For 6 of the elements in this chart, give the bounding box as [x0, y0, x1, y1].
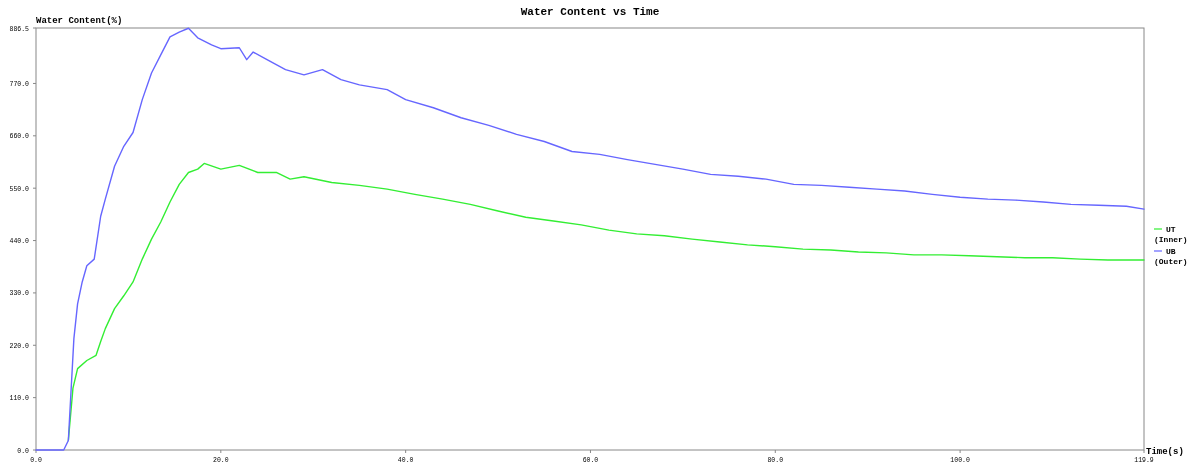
y-axis-title: Water Content(%)	[36, 16, 123, 26]
chart-title: Water Content vs Time	[520, 6, 660, 18]
x-axis-title: Time(s)	[1146, 447, 1184, 457]
legend-label: UB (Outer)	[1154, 247, 1188, 266]
line-series	[35, 27, 1145, 451]
legend-label: UT (Inner)	[1154, 225, 1188, 244]
